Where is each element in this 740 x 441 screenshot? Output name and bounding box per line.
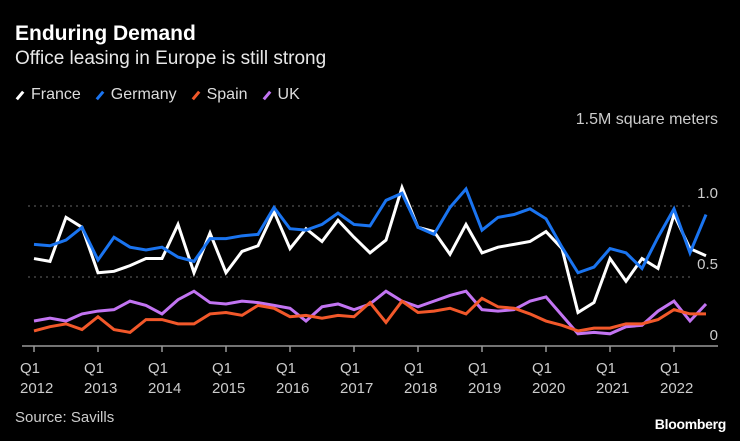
source-note: Source: Savills — [15, 409, 115, 426]
x-tick-year: 2018 — [404, 380, 437, 397]
x-tick-year: 2020 — [532, 380, 565, 397]
x-tick-quarter: Q1 — [84, 360, 104, 377]
legend: France Germany Spain UK — [15, 86, 300, 104]
y-axis-unit-label: 1.5M square meters — [575, 111, 718, 128]
chart-subtitle: Office leasing in Europe is still strong — [15, 48, 327, 69]
x-tick-quarter: Q1 — [148, 360, 168, 377]
chart-title: Enduring Demand — [15, 22, 196, 45]
x-tick-quarter: Q1 — [276, 360, 296, 377]
x-tick-quarter: Q1 — [468, 360, 488, 377]
series-line-germany — [33, 186, 708, 275]
x-tick-quarter: Q1 — [212, 360, 232, 377]
y-tick-label: 0.5 — [697, 256, 718, 273]
y-tick-label: 1.0 — [697, 185, 718, 202]
x-tick-quarter: Q1 — [660, 360, 680, 377]
legend-label: Germany — [110, 86, 177, 103]
x-tick-year: 2012 — [20, 380, 53, 397]
x-tick-year: 2013 — [84, 380, 117, 397]
x-tick-year: 2022 — [660, 380, 693, 397]
x-tick-quarter: Q1 — [340, 360, 360, 377]
x-tick-year: 2021 — [596, 380, 629, 397]
legend-label: France — [31, 86, 81, 103]
legend-label: Spain — [206, 86, 248, 103]
x-tick-year: 2017 — [340, 380, 373, 397]
legend-item-france: France — [15, 86, 81, 104]
x-tick-year: 2014 — [148, 380, 181, 397]
x-tick-quarter: Q1 — [596, 360, 616, 377]
legend-item-germany: Germany — [95, 86, 177, 104]
x-tick-quarter: Q1 — [404, 360, 424, 377]
x-tick-year: 2015 — [212, 380, 245, 397]
y-tick-label: 0 — [710, 327, 718, 344]
x-tick-year: 2019 — [468, 380, 501, 397]
legend-item-uk: UK — [262, 86, 300, 104]
legend-label: UK — [277, 86, 300, 103]
bloomberg-logo: Bloomberg — [654, 416, 727, 432]
x-tick-quarter: Q1 — [20, 360, 40, 377]
legend-item-spain: Spain — [191, 86, 248, 104]
x-tick-year: 2016 — [276, 380, 309, 397]
x-tick-quarter: Q1 — [532, 360, 552, 377]
